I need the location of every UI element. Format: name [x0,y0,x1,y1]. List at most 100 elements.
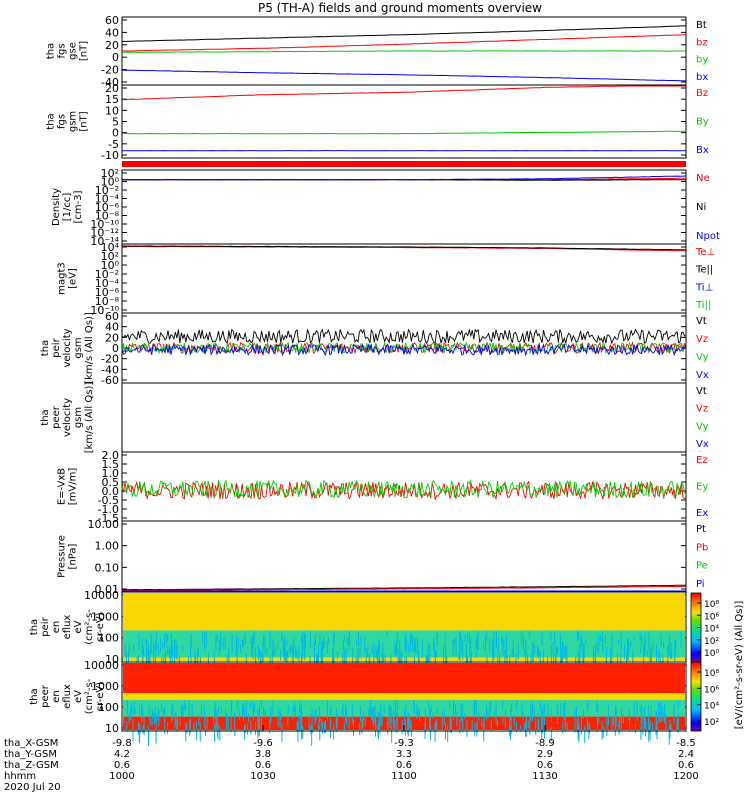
spectrogram-speckle [377,655,379,668]
spectrogram-speckle [346,706,348,726]
time-axis: tha_X-GSM -9.8 -9.6 -9.3 -8.9 -8.5 tha_Y-GSM 4.… [4,725,699,793]
spectrogram-speckle [333,724,335,740]
spectrogram-speckle [128,713,130,725]
spectrogram-speckle [263,635,265,647]
spectrogram-speckle [345,647,347,666]
spectrogram-speckle [652,722,654,732]
spectrogram-speckle [405,704,407,716]
legend-Ne: Ne [696,173,710,184]
spectrogram-speckle [320,647,322,665]
spectrogram-speckle [322,636,324,649]
y-axis-label: [km/s (All Qs)] [84,382,95,454]
spectrogram-speckle [234,712,236,725]
y-tick-label: 5 [112,116,119,129]
colorbar-tick-label: 10⁴ [704,625,719,635]
spectrogram-speckle [634,723,636,734]
spectrogram-speckle [386,631,388,638]
spectrogram-speckle [473,702,475,718]
spectrogram-speckle [430,724,432,741]
spectrogram-speckle [241,639,243,648]
spectrogram-speckle [424,724,426,733]
spectrogram-speckle [662,710,664,721]
spectrogram-speckle [176,644,178,660]
spectrogram-speckle [504,709,506,729]
spectrogram-speckle [205,632,207,647]
spectrogram-speckle [550,644,552,659]
spectrogram-speckle [396,639,398,654]
panel-frame [121,84,687,159]
colorbar-tick-label: 10⁸ [704,669,719,679]
spectrogram-speckle [313,650,315,668]
spectrogram-speckle [408,720,410,729]
spectrogram-speckle [298,714,300,731]
spectrogram-band [123,673,685,694]
spectrogram-speckle [138,725,140,744]
spectrogram-speckle [253,703,255,712]
spectrogram-speckle [484,640,486,653]
spectrogram-speckle [190,655,192,664]
spectrogram-speckle [195,654,197,665]
spectrogram-speckle [512,639,514,657]
legend-Vx: Vx [696,370,709,381]
x-tick-label: -9.6 [253,738,273,749]
spectrogram-speckle [240,644,242,653]
spectrogram-speckle [395,645,397,655]
spectrogram-speckle [190,633,192,651]
spectrogram-speckle [148,643,150,664]
spectrogram-speckle [325,720,327,733]
spectrogram-speckle [434,722,436,742]
spectrogram-speckle [453,638,455,645]
spectrogram-speckle [381,652,383,671]
spectrogram-speckle [413,701,415,714]
y-tick-label: 0 [112,51,119,64]
panel-frame [121,520,687,593]
spectrogram-speckle [348,630,350,651]
spectrogram-speckle [363,711,365,721]
legend-Ey: Ey [696,482,708,493]
spectrogram-speckle [252,701,254,721]
spectrogram-speckle [163,708,165,716]
y-tick-label: 0.10 [95,561,120,574]
spectrogram-speckle [470,637,472,649]
spectrogram-speckle [615,707,617,727]
spectrogram-speckle [677,701,679,709]
spectrogram-speckle [563,703,565,717]
spectrogram-speckle [667,646,669,664]
spectrogram-speckle [527,721,529,729]
spectrogram-speckle [429,644,431,652]
spectrogram-speckle [189,720,191,737]
y-tick-label: 10 [105,722,119,735]
spectrogram-speckle [486,630,488,641]
spectrogram-speckle [614,710,616,719]
series-By [122,130,687,135]
x-tick-label: 2.9 [537,749,553,760]
spectrogram-speckle [470,649,472,663]
y-axis-label: peer [40,684,51,708]
spectrogram-speckle [426,656,428,664]
spectrogram-speckle [586,715,588,732]
spectrogram-speckle [286,650,288,663]
y-tick-label: 1.00 [95,540,120,553]
y-axis-label: tha [40,340,51,356]
spectrogram-speckle [404,656,406,665]
spectrogram-speckle [175,720,177,731]
spectrogram-speckle [450,719,452,733]
legend-bz: bz [696,37,708,48]
spectrogram-speckle [167,634,169,642]
spectrogram-speckle [409,633,411,652]
spectrogram-speckle [257,710,259,722]
spectrogram-speckle [577,715,579,728]
y-tick-label: -20 [101,353,119,366]
spectrogram-speckle [128,649,130,662]
spectrogram-speckle [407,644,409,655]
y-axis-label: gse [68,42,79,60]
spectrogram-speckle [301,639,303,660]
spectrogram-speckle [310,724,312,735]
spectrogram-speckle [237,700,239,710]
spectrogram-speckle [502,637,504,656]
y-tick-label: 0.01 [95,583,120,596]
spectrogram-speckle [633,634,635,642]
spectrogram-speckle [474,723,476,737]
spectrogram-speckle [541,717,543,732]
